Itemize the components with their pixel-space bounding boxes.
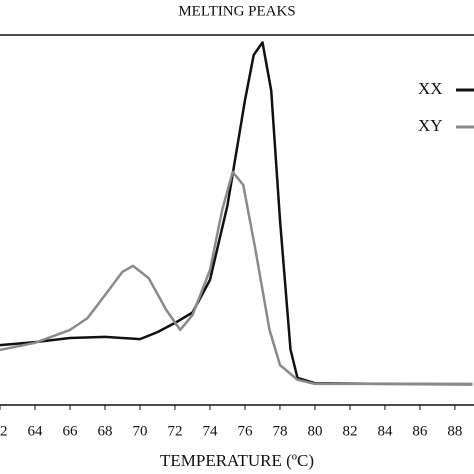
- x-tick-label: 78: [272, 423, 287, 439]
- x-tick-label: 68: [97, 423, 112, 439]
- x-tick-label: 62: [0, 423, 8, 439]
- chart-title: MELTING PEAKS: [178, 3, 295, 19]
- x-tick-label: 80: [307, 423, 322, 439]
- x-axis-label: TEMPERATURE (ºC): [160, 451, 314, 470]
- line-series: [0, 41, 473, 386]
- x-tick-label: 86: [412, 423, 428, 439]
- x-tick-label: 88: [447, 423, 462, 439]
- legend-label: XX: [418, 79, 443, 98]
- x-tick-label: 72: [167, 423, 182, 439]
- x-tick-label: 76: [237, 423, 253, 439]
- x-tick-label: 82: [342, 423, 357, 439]
- x-tick-label: 70: [132, 423, 147, 439]
- x-tick-label: 66: [62, 423, 78, 439]
- x-tick-label: 84: [377, 423, 393, 439]
- x-tick-label: 64: [27, 423, 43, 439]
- legend-label: XY: [418, 116, 443, 135]
- x-tick-label: 74: [202, 423, 218, 439]
- line-series: [0, 170, 473, 386]
